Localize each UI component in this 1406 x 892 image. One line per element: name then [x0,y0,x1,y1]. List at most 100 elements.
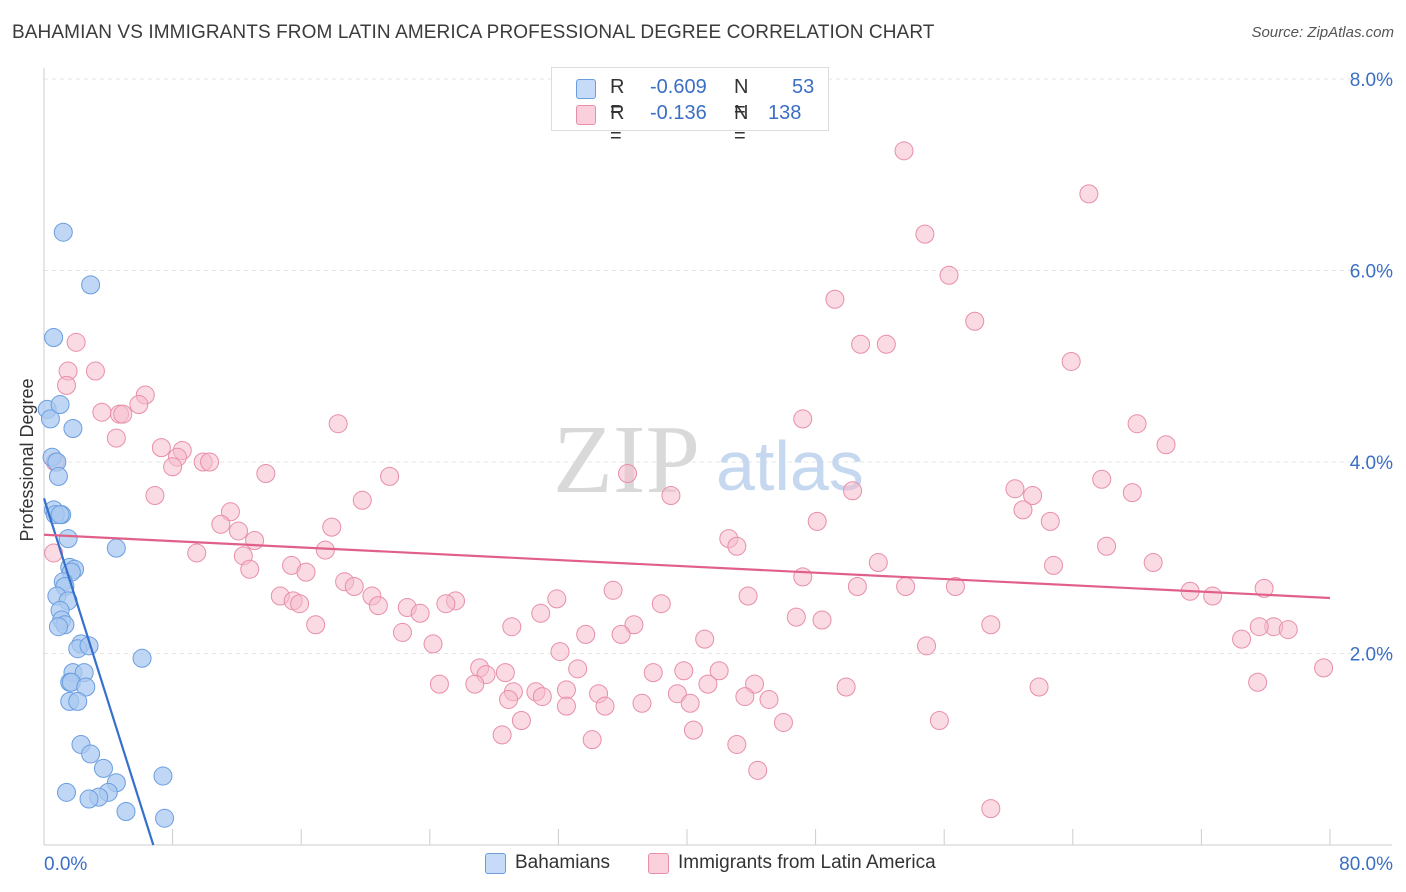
legend-r-value: -0.609 [650,76,707,98]
bahamian-point [40,409,60,429]
latin-america-point [611,624,631,644]
latin-america-point [939,265,959,285]
latin-america-point [576,624,596,644]
bahamian-point [79,789,99,809]
latin-america-point [306,615,326,635]
latin-america-point [836,677,856,697]
y-tick-label: 4.0% [1350,453,1393,474]
bahamian-point [53,222,73,242]
bahamian-point [106,538,126,558]
latin-america-point [759,689,779,709]
latin-america-point [738,586,758,606]
legend-r-label: R = [610,102,625,147]
latin-america-point [667,684,687,704]
latin-america-point [981,799,1001,819]
latin-america-point [894,141,914,161]
latin-america-point [328,414,348,434]
series-bahamians-points [37,222,175,828]
latin-america-point [423,634,443,654]
latin-america-point [683,720,703,740]
latin-america-point [531,603,551,623]
bahamian-point [81,744,101,764]
latin-america-point [1156,435,1176,455]
latin-america-point [368,596,388,616]
latin-america-point [57,375,77,395]
latin-america-point [851,334,871,354]
latin-america-point [595,696,615,716]
latin-america-point [290,594,310,614]
trend-lines [42,498,1331,846]
latin-america-point [1023,486,1043,506]
latin-america-point [113,404,133,424]
legend-swatch-blue [576,79,596,99]
legend-r-value: -0.136 [650,102,707,124]
latin-america-point [698,674,718,694]
latin-america-point [352,490,372,510]
latin-america-point [632,693,652,713]
latin-america-point [163,457,183,477]
x-tick-label-min: 0.0% [44,854,87,875]
latin-america-point [429,674,449,694]
latin-america-point [1061,351,1081,371]
source-label: Source: ZipAtlas.com [1251,24,1394,41]
latin-america-point [1254,578,1274,598]
latin-america-point [1203,586,1223,606]
latin-america-point [322,517,342,537]
latin-america-point [436,594,456,614]
bahamian-point [48,466,68,486]
watermark: ZIP atlas [553,406,864,514]
latin-america-point [896,576,916,596]
axis-labels: 2.0% 4.0% 6.0% 8.0% 0.0% 80.0% Professional De… [17,70,1393,875]
latin-america-point [256,463,276,483]
latin-america-point [550,642,570,662]
latin-america-point [582,730,602,750]
legend-n-value: 138 [768,102,802,124]
latin-america-point [661,486,681,506]
latin-america-point [773,712,793,732]
latin-america-point [643,663,663,683]
latin-america-point [106,428,126,448]
latin-america-point [727,734,747,754]
latin-america-point [1248,672,1268,692]
latin-america-point [735,687,755,707]
legend-n-label: N = [734,76,749,121]
latin-america-point [1122,483,1142,503]
latin-america-point [392,622,412,642]
latin-america-point [1249,617,1269,637]
x-tick-label-max: 80.0% [1339,854,1393,875]
latin-america-point [344,576,364,596]
bahamian-point [68,691,88,711]
bahamian-point [81,275,101,295]
latin-america-point [847,576,867,596]
latin-america-point [492,725,512,745]
latin-america-point [843,481,863,501]
latin-america-point [1232,629,1252,649]
latin-america-point [532,687,552,707]
latin-america-point [945,576,965,596]
bahamian-point [155,808,175,828]
latin-america-point [145,486,165,506]
latin-america-point [511,711,531,731]
latin-america-point [380,466,400,486]
latin-america-point [917,636,937,656]
y-tick-label: 8.0% [1350,70,1393,91]
latin-america-point [748,760,768,780]
latin-america-point [556,680,576,700]
latin-america-point [603,580,623,600]
latin-america-point [1013,500,1033,520]
legend-n-label: N = [734,102,749,147]
bahamian-point [116,801,136,821]
latin-america-point [624,615,644,635]
latin-america-point [296,562,316,582]
latin-america-point [1040,511,1060,531]
latin-america-point [129,395,149,415]
latin-america-point [1278,620,1298,640]
latin-america-point [211,514,231,534]
bahamian-point [44,328,64,348]
latin-america-point [187,543,207,563]
latin-america-point [66,332,86,352]
bahamian-trend-line [42,498,155,846]
latin-america-point [556,696,576,716]
latin-america-point [200,452,220,472]
bahamian-point [50,395,70,415]
